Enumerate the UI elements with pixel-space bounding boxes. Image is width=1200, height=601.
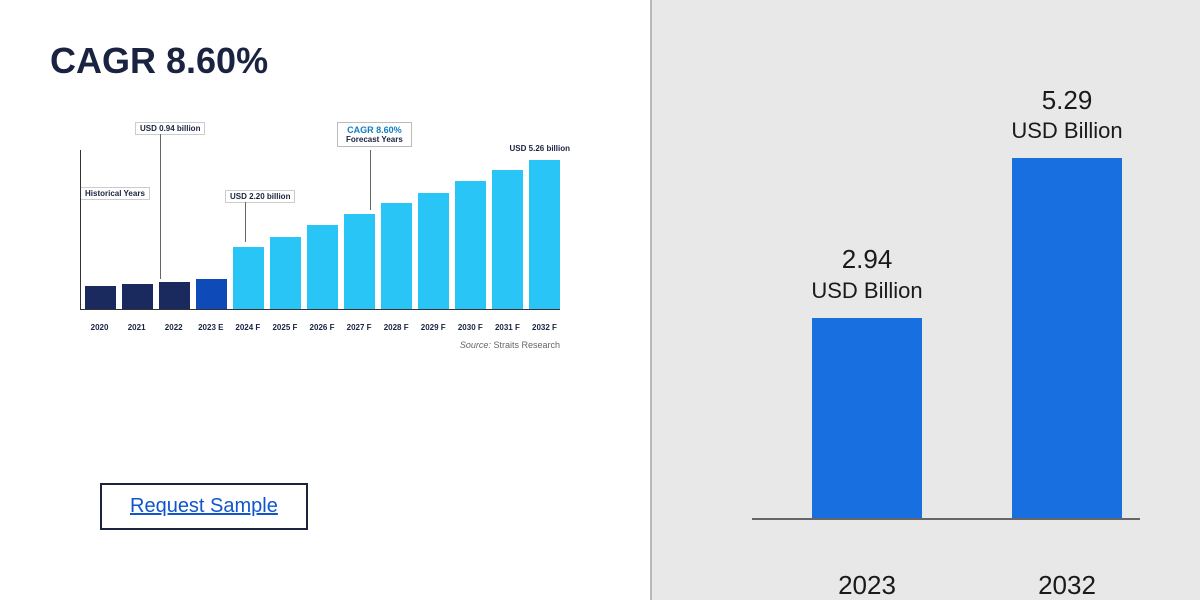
mini-growth-chart: Historical Years USD 0.94 billion USD 2.…: [50, 122, 570, 352]
right-panel: 2.94USD Billion 5.29USD Billion 2023 2032: [650, 0, 1200, 600]
mini-bar: [418, 193, 449, 309]
mini-bar: [492, 170, 523, 309]
mini-bar: [85, 286, 116, 309]
callout-usd-094: USD 0.94 billion: [135, 122, 205, 135]
bar-rect: [812, 318, 922, 518]
mini-x-label: 2025 F: [269, 323, 300, 332]
comparison-bar: 5.29USD Billion: [1012, 158, 1122, 518]
mini-x-label: 2028 F: [381, 323, 412, 332]
mini-x-label: 2020: [84, 323, 115, 332]
mini-bar: [307, 225, 338, 309]
mini-x-label: 2031 F: [492, 323, 523, 332]
mini-bar: [159, 282, 190, 309]
mini-chart-x-axis: 2020 2021 2022 2023 E 2024 F 2025 F 2026 F 2027…: [84, 323, 560, 332]
bar-value-label: 5.29USD Billion: [977, 84, 1157, 146]
left-panel: CAGR 8.60% Historical Years USD 0.94 bil…: [0, 0, 650, 600]
mini-chart-bars-area: [80, 150, 560, 310]
forecast-years-label: Forecast Years: [346, 135, 403, 144]
mini-bar: [270, 237, 301, 309]
chart-source: Source: Straits Research: [460, 340, 560, 350]
mini-bar: [122, 284, 153, 309]
cagr-title: CAGR 8.60%: [50, 40, 600, 82]
source-label: Source:: [460, 340, 491, 350]
forecast-cagr: CAGR 8.60%: [346, 125, 403, 135]
mini-x-label: 2027 F: [344, 323, 375, 332]
mini-bar: [196, 279, 227, 309]
comparison-x-label: 2023: [812, 570, 922, 601]
request-sample-button[interactable]: Request Sample: [100, 483, 308, 530]
comparison-x-label: 2032: [1012, 570, 1122, 601]
mini-bar: [455, 181, 486, 309]
mini-bar: [381, 203, 412, 309]
comparison-bar-chart: 2.94USD Billion 5.29USD Billion: [752, 140, 1140, 520]
mini-bar: [344, 214, 375, 309]
mini-x-label: 2021: [121, 323, 152, 332]
mini-x-label: 2026 F: [306, 323, 337, 332]
source-value: Straits Research: [493, 340, 560, 350]
mini-x-label: 2032 F: [529, 323, 560, 332]
comparison-bar: 2.94USD Billion: [812, 318, 922, 518]
forecast-callout: CAGR 8.60% Forecast Years: [337, 122, 412, 147]
bar-rect: [1012, 158, 1122, 518]
bar-value-label: 2.94USD Billion: [777, 243, 957, 305]
mini-x-label: 2029 F: [418, 323, 449, 332]
mini-bar: [529, 160, 560, 309]
mini-x-label: 2023 E: [195, 323, 226, 332]
mini-bar: [233, 247, 264, 309]
mini-x-label: 2030 F: [455, 323, 486, 332]
mini-x-label: 2022: [158, 323, 189, 332]
mini-x-label: 2024 F: [232, 323, 263, 332]
